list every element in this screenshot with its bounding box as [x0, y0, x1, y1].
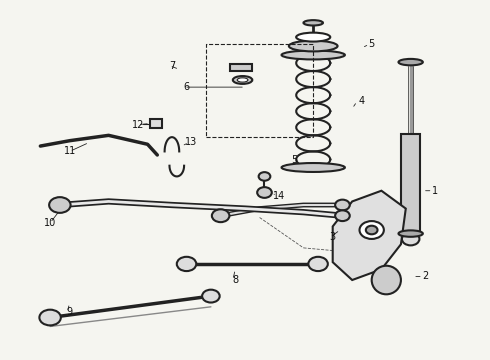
Circle shape: [212, 209, 229, 222]
Ellipse shape: [372, 266, 401, 294]
Circle shape: [259, 172, 270, 181]
Text: 10: 10: [44, 218, 56, 228]
Text: 5: 5: [291, 156, 297, 165]
Text: 4: 4: [359, 96, 365, 107]
Text: 2: 2: [422, 271, 428, 282]
Ellipse shape: [398, 59, 423, 65]
Bar: [230, 64, 252, 71]
Circle shape: [360, 221, 384, 239]
Circle shape: [49, 197, 71, 213]
Ellipse shape: [233, 76, 252, 84]
Text: 5: 5: [368, 39, 375, 49]
Bar: [206, 44, 313, 137]
Ellipse shape: [296, 33, 330, 41]
Circle shape: [366, 226, 377, 234]
Text: 3: 3: [330, 232, 336, 242]
Circle shape: [308, 257, 328, 271]
Ellipse shape: [398, 230, 423, 237]
Text: 12: 12: [132, 120, 144, 130]
Circle shape: [177, 257, 196, 271]
Ellipse shape: [303, 20, 323, 26]
Text: 1: 1: [432, 186, 438, 196]
Polygon shape: [333, 191, 406, 280]
Text: 8: 8: [232, 275, 238, 285]
Ellipse shape: [282, 163, 345, 172]
Circle shape: [402, 233, 419, 246]
Ellipse shape: [282, 50, 345, 59]
Circle shape: [39, 310, 61, 325]
Text: 6: 6: [183, 82, 190, 92]
Circle shape: [376, 273, 396, 287]
Text: 13: 13: [185, 138, 197, 148]
Text: 14: 14: [273, 191, 285, 201]
Circle shape: [335, 210, 350, 221]
Text: 7: 7: [169, 61, 175, 71]
Text: 11: 11: [64, 147, 76, 157]
Text: 9: 9: [67, 307, 73, 317]
Ellipse shape: [289, 41, 338, 51]
Circle shape: [335, 200, 350, 210]
Bar: [401, 134, 420, 234]
Circle shape: [257, 187, 272, 198]
Bar: [150, 119, 162, 128]
Ellipse shape: [237, 78, 248, 82]
Circle shape: [202, 290, 220, 302]
